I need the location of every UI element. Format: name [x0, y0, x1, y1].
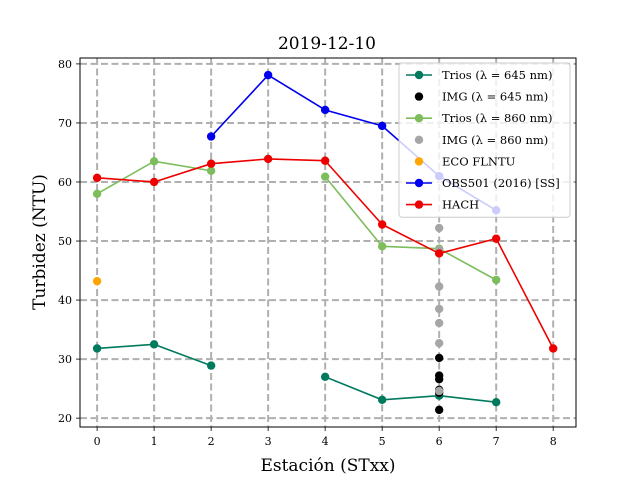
legend-label-3: IMG (λ = 860 nm): [442, 133, 548, 147]
series-6-point: [491, 234, 501, 243]
series-6-point: [320, 156, 330, 165]
legend-marker-3: [414, 135, 424, 144]
series-1-point: [434, 374, 444, 384]
y-tick-label: 40: [58, 294, 72, 307]
legend-marker-5: [414, 178, 424, 188]
y-tick-label: 80: [58, 58, 72, 71]
series-2-line: [324, 176, 497, 281]
series-6-point: [263, 154, 273, 164]
series-2-point: [92, 189, 102, 198]
series-2-point: [206, 166, 216, 175]
series-0-point: [320, 372, 330, 382]
legend-marker-4: [414, 157, 424, 166]
x-tick-label: 3: [265, 435, 272, 448]
y-tick-label: 30: [58, 353, 72, 366]
series-1-point: [434, 405, 444, 415]
series-6-point: [149, 177, 159, 187]
y-tick-label: 50: [58, 235, 72, 248]
legend-marker-0: [414, 70, 424, 80]
legend-marker-1: [414, 92, 424, 101]
series-6-point: [434, 249, 444, 258]
series-0: [92, 340, 501, 407]
chart-title: 2019-12-10: [278, 34, 376, 54]
series-4: [92, 276, 102, 286]
series-2-point: [491, 275, 501, 285]
series-4-point: [92, 276, 102, 286]
plot-frame: [79, 57, 577, 428]
series-6-point: [92, 173, 102, 183]
x-tick-label: 5: [379, 435, 386, 448]
series-0-point: [149, 340, 159, 349]
series-0-point: [377, 395, 387, 405]
series-3-point: [434, 386, 444, 396]
series-5-point: [206, 132, 216, 141]
series-5-point: [263, 70, 273, 80]
legend-label-2: Trios (λ = 860 nm): [442, 111, 552, 125]
series-6: [92, 154, 558, 353]
series-0-point: [206, 361, 216, 370]
series-0-point: [491, 398, 501, 407]
series-3-point: [434, 338, 444, 348]
series-5-point: [377, 121, 387, 131]
x-tick-label: 8: [550, 435, 557, 448]
x-tick-label: 7: [493, 435, 500, 448]
series-2-point: [149, 157, 159, 166]
legend-label-6: HACH: [442, 198, 479, 212]
series-0-line: [324, 376, 497, 403]
y-tick-label: 70: [58, 117, 72, 130]
series-6-point: [206, 159, 216, 168]
x-tick-label: 2: [208, 435, 215, 448]
legend-label-5: OBS501 (2016) [SS]: [442, 176, 560, 190]
series-6-point: [548, 344, 558, 353]
legend-box: [398, 62, 571, 218]
x-tick-label: 6: [436, 435, 443, 448]
series-2-point: [320, 172, 330, 181]
legend-marker-6: [414, 200, 424, 209]
axis-ticks: 0 1 2 3 4 5 6 7 8 20 30 40 50 60 70 80: [58, 58, 557, 448]
series-3-point: [434, 318, 444, 328]
y-axis-label: Turbidez (NTU): [30, 174, 50, 310]
series-5-point: [320, 105, 330, 115]
x-tick-label: 1: [151, 435, 158, 448]
series-3-point: [434, 304, 444, 314]
series-0-point: [92, 344, 102, 353]
legend-marker-2: [414, 114, 424, 123]
y-tick-label: 60: [58, 176, 72, 189]
y-tick-label: 20: [58, 412, 72, 425]
x-tick-label: 4: [322, 435, 329, 448]
legend: Trios (λ = 645 nm) IMG (λ = 645 nm) Trios …: [398, 62, 571, 218]
series-3-point: [434, 282, 444, 291]
legend-label-4: ECO FLNTU: [442, 154, 516, 168]
series-3-point: [434, 223, 444, 233]
x-tick-label: 0: [94, 435, 101, 448]
series-3: [434, 223, 444, 396]
legend-label-0: Trios (λ = 645 nm): [442, 68, 552, 82]
x-axis-label: Estación (STxx): [260, 456, 395, 476]
legend-label-1: IMG (λ = 645 nm): [442, 90, 548, 104]
series-6-point: [377, 220, 387, 229]
series-2-point: [377, 242, 387, 251]
series-1-point: [434, 353, 444, 363]
